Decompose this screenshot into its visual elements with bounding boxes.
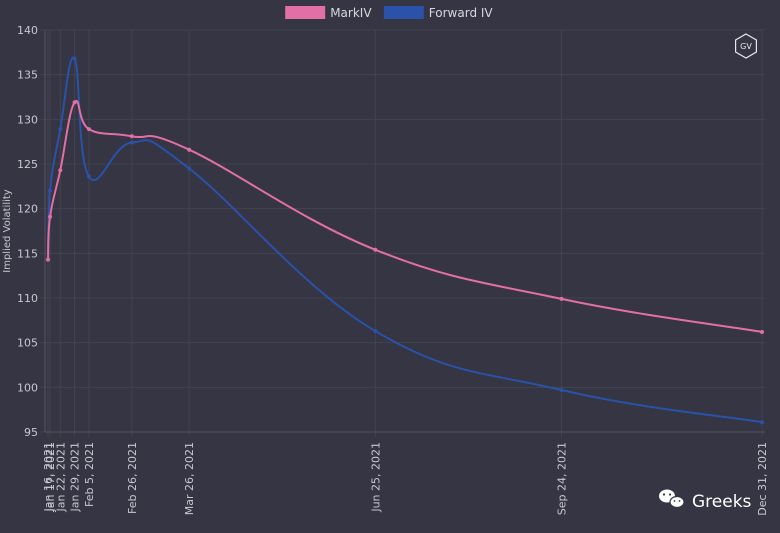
x-tick-label: Jan 17, 2021 [44, 442, 57, 512]
y-tick-label: 130 [17, 113, 38, 126]
y-tick-label: 115 [17, 247, 38, 260]
x-tick-label: Feb 5, 2021 [83, 442, 96, 507]
x-tick-label: Jun 25, 2021 [369, 442, 382, 513]
series-line-markiv [47, 99, 763, 333]
legend-label: Forward IV [429, 6, 494, 20]
y-tick-label: 105 [17, 337, 38, 350]
series-points [46, 56, 764, 425]
gv-logo-icon: GV [735, 33, 757, 59]
grid-lines [40, 29, 765, 437]
x-tick-label: Dec 31, 2021 [756, 442, 769, 516]
x-tick-label: Mar 26, 2021 [183, 442, 196, 515]
y-tick-label: 125 [17, 158, 38, 171]
legend-swatch [285, 6, 326, 19]
legend-label: MarkIV [330, 6, 372, 20]
data-point-markiv[interactable] [86, 127, 91, 132]
y-axis-ticks: 95 100 105 110 115 120 125 130 135 140 [17, 24, 38, 439]
y-tick-label: 110 [17, 292, 38, 305]
greeks-watermark: Greeks [659, 489, 752, 512]
y-tick-label: 120 [17, 203, 38, 216]
logo-text: GV [740, 42, 752, 51]
data-point-forward-iv[interactable] [129, 140, 134, 145]
data-point-forward-iv[interactable] [187, 166, 192, 171]
data-point-markiv[interactable] [129, 134, 134, 139]
series-lines [47, 56, 763, 424]
data-point-markiv[interactable] [760, 329, 764, 334]
data-point-markiv[interactable] [187, 147, 192, 152]
data-point-markiv[interactable] [373, 247, 378, 252]
data-point-forward-iv[interactable] [72, 56, 77, 61]
legend-item-forward-iv[interactable]: Forward IV [383, 6, 494, 20]
legend[interactable]: MarkIV Forward IV [285, 6, 493, 20]
data-point-markiv[interactable] [559, 296, 564, 301]
data-point-forward-iv[interactable] [86, 174, 91, 179]
data-point-markiv[interactable] [48, 214, 53, 219]
y-tick-label: 95 [24, 426, 38, 439]
x-tick-label: Feb 26, 2021 [126, 442, 139, 514]
x-tick-label: Jan 16, 2021 [42, 442, 55, 512]
y-tick-label: 100 [17, 381, 38, 394]
data-point-markiv[interactable] [46, 257, 50, 262]
data-point-forward-iv[interactable] [559, 388, 564, 393]
wechat-icon [659, 489, 685, 509]
legend-swatch [383, 6, 424, 19]
data-point-forward-iv[interactable] [48, 188, 53, 193]
watermark-text: Greeks [692, 492, 752, 512]
x-tick-label: Jan 29, 2021 [69, 442, 82, 512]
x-tick-label: Sep 24, 2021 [556, 442, 569, 515]
y-tick-label: 135 [17, 69, 38, 82]
data-point-markiv[interactable] [72, 100, 77, 105]
data-point-markiv[interactable] [58, 168, 63, 173]
y-tick-label: 140 [17, 24, 38, 37]
x-tick-label: Jan 22, 2021 [54, 442, 67, 512]
data-point-forward-iv[interactable] [760, 420, 764, 425]
series-line-forward-iv [47, 56, 763, 424]
legend-item-markiv[interactable]: MarkIV [285, 6, 372, 20]
data-point-forward-iv[interactable] [58, 127, 63, 132]
data-point-forward-iv[interactable] [373, 329, 378, 334]
y-axis-title: Implied Volatility [2, 189, 13, 273]
